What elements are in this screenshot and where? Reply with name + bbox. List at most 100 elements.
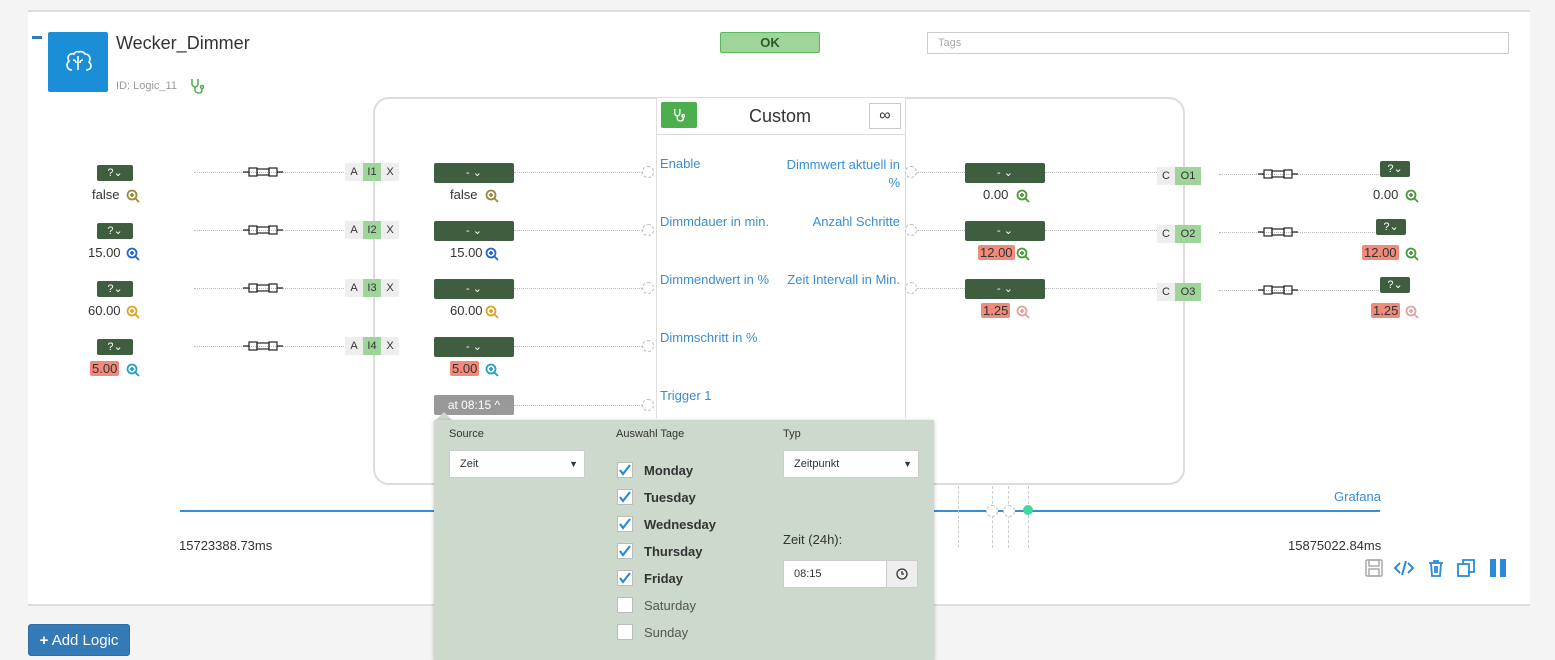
input-port[interactable] — [642, 282, 654, 294]
day-label: Monday — [644, 463, 694, 478]
source-select[interactable]: Zeit ▼ — [449, 450, 585, 478]
type-select[interactable]: Zeitpunkt ▼ — [783, 450, 919, 478]
input-dropdown[interactable]: - ⌄ — [434, 279, 514, 299]
day-checkbox[interactable] — [617, 516, 633, 532]
output-label-dimmwert: Dimmwert aktuell in % — [786, 157, 900, 190]
stethoscope-button[interactable] — [661, 102, 697, 128]
trigger-button[interactable]: at 08:15 ^ — [434, 395, 514, 415]
day-label: Tuesday — [644, 490, 696, 505]
input-port[interactable] — [642, 224, 654, 236]
clock-button[interactable] — [886, 560, 918, 588]
c-label: C — [1157, 283, 1175, 301]
stethoscope-icon[interactable] — [190, 78, 204, 94]
port-i4[interactable]: A I4 X — [345, 337, 399, 355]
code-icon[interactable] — [1394, 558, 1414, 578]
day-label: Wednesday — [644, 517, 717, 532]
day-checkbox[interactable] — [617, 570, 633, 586]
input-dropdown[interactable]: - ⌄ — [434, 221, 514, 241]
port-o2[interactable]: C O2 — [1157, 225, 1219, 243]
input-dropdown[interactable]: - ⌄ — [434, 337, 514, 357]
connector-line — [1219, 174, 1379, 175]
input-dropdown[interactable]: - ⌄ — [434, 163, 514, 183]
zoom-icon[interactable] — [1016, 305, 1030, 319]
output-port[interactable] — [905, 166, 917, 178]
connector-line — [1045, 288, 1157, 289]
output-port[interactable] — [905, 224, 917, 236]
input-label-enable: Enable — [660, 156, 701, 171]
copy-icon[interactable] — [1456, 558, 1476, 578]
trash-icon[interactable] — [1426, 558, 1446, 578]
collapse-icon[interactable] — [32, 36, 42, 39]
infinity-button[interactable]: ∞ — [869, 103, 901, 129]
timeline-point[interactable] — [1003, 505, 1015, 517]
target-dropdown[interactable]: ?⌄ — [1376, 219, 1406, 235]
input-label-trigger: Trigger 1 — [660, 388, 712, 403]
check-icon — [619, 491, 631, 503]
port-id: O2 — [1175, 225, 1201, 243]
zoom-icon[interactable] — [1405, 305, 1419, 319]
source-dropdown[interactable]: ?⌄ — [97, 165, 133, 181]
zoom-icon[interactable] — [126, 305, 140, 319]
stethoscope-icon — [674, 109, 685, 122]
connector-line — [1045, 230, 1157, 231]
connector-line — [917, 172, 965, 173]
check-icon — [619, 572, 631, 584]
zoom-icon[interactable] — [126, 189, 140, 203]
target-dropdown[interactable]: ?⌄ — [1380, 277, 1410, 293]
port-id: I2 — [363, 221, 381, 239]
output-port[interactable] — [905, 282, 917, 294]
connector-line — [917, 288, 965, 289]
day-checkbox[interactable] — [617, 489, 633, 505]
source-dropdown[interactable]: ?⌄ — [97, 281, 133, 297]
port-i3[interactable]: A I3 X — [345, 279, 399, 297]
zoom-icon[interactable] — [485, 189, 499, 203]
zoom-icon[interactable] — [1016, 189, 1030, 203]
zoom-icon[interactable] — [1405, 189, 1419, 203]
plus-icon: + — [39, 632, 49, 649]
day-label: Thursday — [644, 544, 703, 559]
zoom-icon[interactable] — [1405, 247, 1419, 261]
source-dropdown[interactable]: ?⌄ — [97, 223, 133, 239]
zoom-icon[interactable] — [485, 247, 499, 261]
zoom-icon[interactable] — [485, 305, 499, 319]
input-label-dimmendwert: Dimmendwert in % — [660, 272, 770, 287]
pause-icon[interactable] — [1488, 558, 1508, 578]
zoom-icon[interactable] — [1016, 247, 1030, 261]
day-checkbox[interactable] — [617, 624, 633, 640]
port-o3[interactable]: C O3 — [1157, 283, 1219, 301]
save-icon[interactable] — [1364, 558, 1384, 578]
port-o1[interactable]: C O1 — [1157, 167, 1219, 185]
input-port[interactable] — [642, 340, 654, 352]
day-checkbox[interactable] — [617, 597, 633, 613]
add-logic-button[interactable]: + Add Logic — [28, 624, 130, 656]
type-label: Typ — [783, 428, 801, 440]
target-value: 0.00 — [1373, 187, 1399, 202]
day-checkbox[interactable] — [617, 543, 633, 559]
day-checkbox[interactable] — [617, 462, 633, 478]
port-i2[interactable]: A I2 X — [345, 221, 399, 239]
timeline-point[interactable] — [986, 505, 998, 517]
custom-header: Custom ∞ — [657, 98, 905, 135]
connector-line — [514, 172, 644, 173]
source-dropdown[interactable]: ?⌄ — [97, 339, 133, 355]
trigger-port[interactable] — [642, 399, 654, 411]
time-input[interactable]: 08:15 — [783, 560, 887, 588]
connector-line — [514, 288, 644, 289]
connector-line — [514, 346, 644, 347]
grafana-link[interactable]: Grafana — [1334, 489, 1381, 504]
zoom-icon[interactable] — [126, 247, 140, 261]
zoom-icon[interactable] — [485, 363, 499, 377]
timeline-marker — [1028, 486, 1029, 548]
zoom-icon[interactable] — [126, 363, 140, 377]
target-dropdown[interactable]: ?⌄ — [1380, 161, 1410, 177]
output-dropdown[interactable]: - ⌄ — [965, 279, 1045, 299]
source-value: 60.00 — [88, 303, 121, 318]
output-dropdown[interactable]: - ⌄ — [965, 221, 1045, 241]
popup-arrow — [436, 412, 452, 420]
input-port[interactable] — [642, 166, 654, 178]
tags-input[interactable]: Tags — [927, 32, 1509, 54]
input-value: false — [450, 187, 478, 202]
port-i1[interactable]: A I1 X — [345, 163, 399, 181]
timeline-point-active[interactable] — [1023, 505, 1033, 515]
output-dropdown[interactable]: - ⌄ — [965, 163, 1045, 183]
